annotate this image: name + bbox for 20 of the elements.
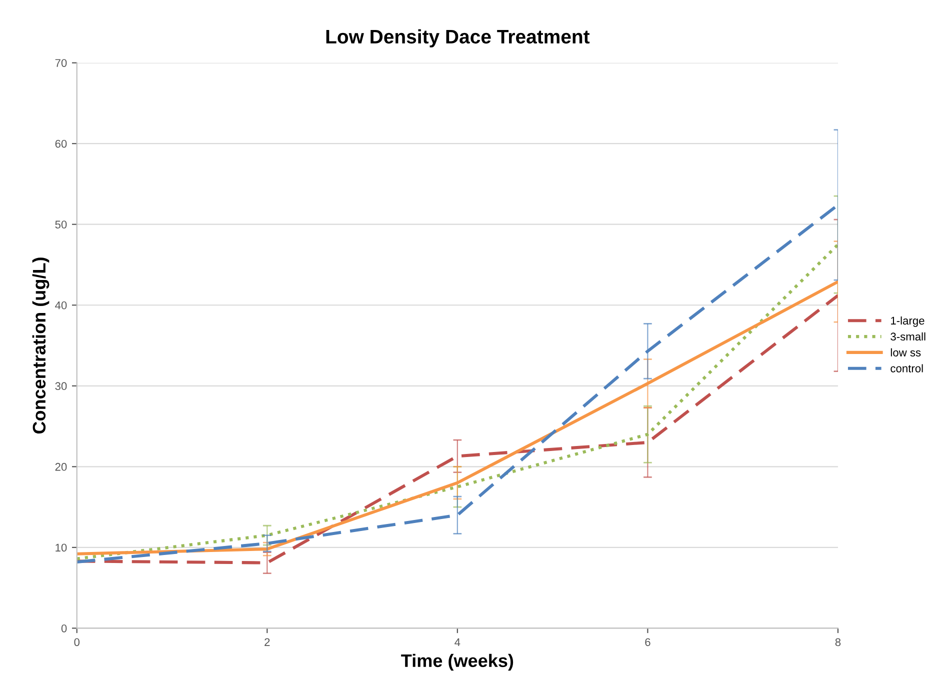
chart-title: Low Density Dace Treatment xyxy=(326,29,590,48)
y-tick-label: 30 xyxy=(55,382,67,390)
y-tick-label: 50 xyxy=(55,220,67,228)
x-tick-label: 2 xyxy=(264,638,270,646)
legend-label: 1-large xyxy=(891,316,924,327)
x-tick-label: 0 xyxy=(74,638,80,646)
y-axis-title: Concentration (ug/L) xyxy=(32,258,50,434)
x-tick-label: 8 xyxy=(835,638,841,646)
legend-label: 3-small xyxy=(890,332,926,341)
legend-label: low ss xyxy=(890,348,921,356)
y-tick-label: 40 xyxy=(55,301,67,310)
y-tick-label: 70 xyxy=(55,59,67,67)
y-tick-label: 60 xyxy=(55,140,67,148)
x-tick-label: 6 xyxy=(645,638,650,646)
legend-label: control xyxy=(890,364,923,372)
y-tick-label: 0 xyxy=(61,624,67,632)
y-tick-label: 10 xyxy=(56,544,67,552)
y-tick-label: 20 xyxy=(55,462,67,471)
x-axis-title: Time (weeks) xyxy=(401,654,514,671)
x-tick-label: 4 xyxy=(454,638,460,646)
